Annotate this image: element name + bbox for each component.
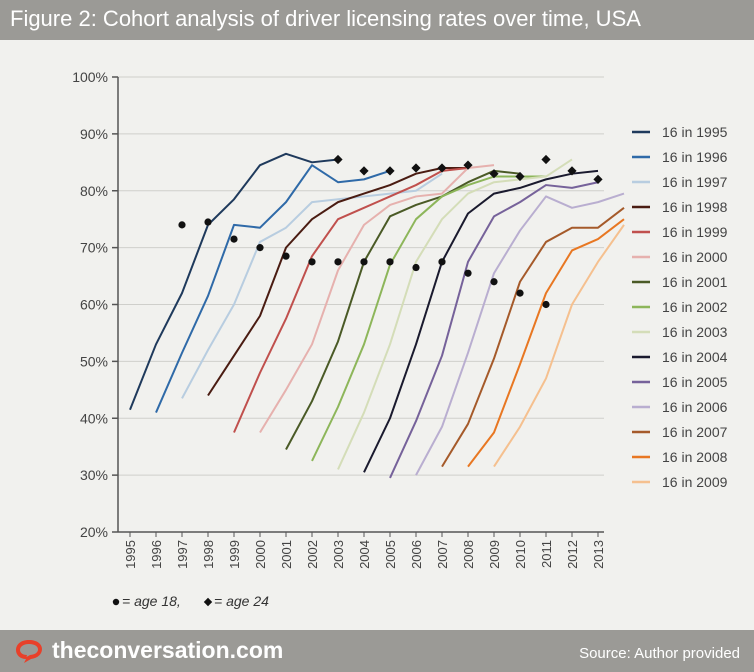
cohort-line-chart: 20% 30% 40% 50% 60% 70% 80% 90% 100% 1995 1996 1997… bbox=[72, 69, 728, 609]
legend-label: 16 in 1996 bbox=[662, 149, 728, 165]
source-credit: Source: Author provided bbox=[579, 645, 740, 662]
age24-marker bbox=[359, 166, 369, 176]
y-tick-label: 70% bbox=[80, 240, 108, 256]
page-title: Figure 2: Cohort analysis of driver lice… bbox=[10, 6, 641, 31]
x-tick-label: 2004 bbox=[357, 540, 372, 569]
legend-label: 16 in 1998 bbox=[662, 199, 728, 215]
y-tick-label: 100% bbox=[72, 69, 108, 85]
age18-marker bbox=[516, 289, 524, 297]
legend-label: 16 in 2006 bbox=[662, 399, 728, 415]
x-tick-label: 2001 bbox=[279, 540, 294, 569]
y-tick-label: 50% bbox=[80, 353, 108, 369]
age18-marker bbox=[412, 263, 420, 272]
age24-marker bbox=[463, 160, 473, 170]
series-line bbox=[467, 218, 625, 468]
series-line bbox=[207, 167, 468, 397]
legend-label: 16 in 2004 bbox=[662, 349, 728, 365]
legend-label: 16 in 2003 bbox=[662, 324, 728, 340]
series-line bbox=[363, 169, 599, 473]
legend-label: 16 in 1997 bbox=[662, 174, 728, 190]
series-line bbox=[181, 172, 443, 399]
age18-marker bbox=[282, 252, 290, 260]
legend-label: 16 in 2007 bbox=[662, 424, 728, 440]
x-tick-label: 2005 bbox=[383, 540, 398, 569]
y-tick-label: 60% bbox=[80, 297, 108, 313]
age18-marker bbox=[204, 218, 212, 226]
legend-label: 16 in 2008 bbox=[662, 449, 728, 465]
y-tick-label: 30% bbox=[80, 467, 108, 483]
x-tick-label: 1999 bbox=[227, 540, 242, 569]
age18-marker bbox=[256, 244, 264, 252]
series-line bbox=[285, 169, 521, 451]
y-tick-label: 80% bbox=[80, 183, 108, 199]
age18-marker bbox=[334, 258, 342, 266]
age18-marker bbox=[178, 221, 186, 229]
x-tick-label: 2009 bbox=[487, 540, 502, 569]
age24-marker bbox=[437, 163, 447, 173]
x-tick-label: 2007 bbox=[435, 540, 450, 569]
age18-marker bbox=[438, 258, 446, 266]
age24-marker bbox=[385, 166, 395, 176]
x-tick-label: 2000 bbox=[253, 540, 268, 569]
x-tick-label: 2012 bbox=[565, 540, 580, 569]
x-tick-label: 2006 bbox=[409, 540, 424, 569]
y-tick-label: 40% bbox=[80, 410, 108, 426]
series-line bbox=[389, 181, 599, 479]
age24-marker bbox=[411, 163, 421, 173]
y-tick-label: 20% bbox=[80, 524, 108, 540]
marker-key-diamond bbox=[203, 597, 213, 607]
marker-key-age18: = age 18, bbox=[122, 593, 181, 609]
footer-bar bbox=[0, 630, 754, 672]
legend-label: 16 in 2009 bbox=[662, 474, 728, 490]
series-line bbox=[259, 164, 495, 433]
age24-marker bbox=[489, 169, 499, 179]
age18-marker bbox=[360, 258, 368, 266]
brand-text[interactable]: theconversation.com bbox=[52, 637, 284, 663]
age24-marker bbox=[333, 154, 343, 165]
marker-key-dot bbox=[112, 598, 120, 606]
legend-label: 16 in 2002 bbox=[662, 299, 728, 315]
x-tick-label: 2013 bbox=[591, 540, 606, 569]
marker-key-age24: = age 24 bbox=[214, 593, 269, 609]
legend-label: 16 in 2000 bbox=[662, 249, 728, 265]
series-line bbox=[441, 207, 625, 468]
x-tick-label: 1995 bbox=[123, 540, 138, 569]
series-line bbox=[415, 192, 625, 476]
series-line bbox=[155, 164, 391, 413]
age18-marker bbox=[230, 235, 238, 243]
x-tick-label: 2008 bbox=[461, 540, 476, 569]
legend-label: 16 in 1995 bbox=[662, 124, 728, 140]
legend-label: 16 in 1999 bbox=[662, 224, 728, 240]
age18-marker bbox=[308, 258, 316, 266]
series-line bbox=[337, 158, 573, 470]
legend-label: 16 in 2001 bbox=[662, 274, 728, 290]
x-tick-label: 2002 bbox=[305, 540, 320, 569]
age24-marker bbox=[567, 166, 577, 176]
age24-marker bbox=[515, 171, 525, 182]
x-tick-label: 1996 bbox=[149, 540, 164, 569]
series-line bbox=[493, 224, 625, 468]
legend-label: 16 in 2005 bbox=[662, 374, 728, 390]
x-tick-label: 1998 bbox=[201, 540, 216, 569]
age18-marker bbox=[542, 300, 550, 309]
age18-marker bbox=[490, 278, 498, 286]
y-tick-label: 90% bbox=[80, 126, 108, 142]
age18-marker bbox=[464, 269, 472, 277]
series-line bbox=[129, 152, 339, 411]
x-tick-label: 2010 bbox=[513, 540, 528, 569]
x-tick-label: 1997 bbox=[175, 540, 190, 569]
speech-bubble-logo-icon bbox=[16, 640, 42, 663]
series-line bbox=[233, 167, 469, 433]
title-bar bbox=[0, 0, 754, 40]
age24-marker bbox=[541, 154, 551, 165]
series-line bbox=[311, 175, 546, 462]
x-tick-label: 2003 bbox=[331, 540, 346, 569]
age24-marker bbox=[593, 174, 603, 184]
x-tick-label: 2011 bbox=[539, 540, 554, 568]
age18-marker bbox=[386, 258, 394, 266]
